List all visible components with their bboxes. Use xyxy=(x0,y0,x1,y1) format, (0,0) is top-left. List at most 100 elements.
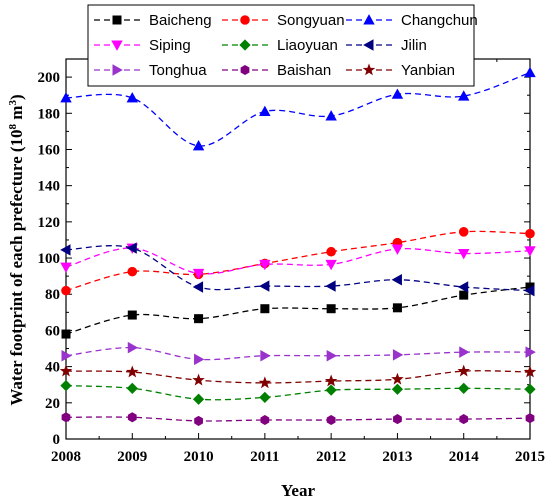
data-point xyxy=(392,303,402,313)
legend-marker xyxy=(240,15,250,25)
data-point xyxy=(60,244,71,256)
x-axis-title: Year xyxy=(281,481,315,500)
legend-label: Changchun xyxy=(401,12,478,29)
x-tick-label: 2010 xyxy=(184,449,214,465)
x-tick-label: 2009 xyxy=(117,449,147,465)
series-jilin xyxy=(60,242,535,297)
legend-label: Songyuan xyxy=(277,12,345,29)
data-point xyxy=(127,341,139,354)
legend-label: Tonghua xyxy=(149,62,207,79)
data-point xyxy=(126,242,137,254)
y-tick-label: 80 xyxy=(45,287,60,303)
y-tick-label: 0 xyxy=(53,432,61,448)
series-changchun xyxy=(60,66,536,151)
series-yanbian xyxy=(59,364,537,389)
legend-label: Siping xyxy=(149,37,191,54)
data-point xyxy=(458,382,470,394)
y-tick-label: 160 xyxy=(38,142,61,158)
data-point xyxy=(524,284,535,297)
series-line xyxy=(65,71,531,147)
y-tick-label: 120 xyxy=(38,215,61,231)
y-tick-label: 200 xyxy=(38,70,61,86)
series-liaoyuan xyxy=(60,379,536,405)
data-point xyxy=(326,246,336,257)
series-baicheng xyxy=(61,282,535,339)
data-point xyxy=(192,281,204,293)
legend-item: Yanbian xyxy=(346,62,455,79)
series-line xyxy=(65,286,531,335)
data-point xyxy=(459,414,469,425)
data-point xyxy=(259,280,270,292)
legend-item: Tonghua xyxy=(94,62,207,79)
data-point xyxy=(326,304,336,314)
legend-marker xyxy=(362,63,376,76)
data-point xyxy=(457,281,469,293)
data-point xyxy=(459,346,470,358)
series-line xyxy=(65,230,531,292)
data-point xyxy=(458,249,470,260)
data-point xyxy=(127,266,138,277)
legend-item: Liaoyuan xyxy=(222,37,338,54)
data-point xyxy=(127,412,137,423)
legend-item: Baicheng xyxy=(94,12,212,29)
data-point xyxy=(525,413,535,424)
legend-item: Baishan xyxy=(222,62,331,79)
y-axis-title: Water footprint of each prefecture (108 … xyxy=(7,94,26,405)
data-point xyxy=(194,314,204,324)
legend-item: Siping xyxy=(94,37,191,54)
data-point xyxy=(325,259,337,271)
legend-item: Jilin xyxy=(346,37,427,54)
data-point xyxy=(525,346,536,358)
data-point xyxy=(126,382,138,394)
data-point xyxy=(391,383,404,395)
data-point xyxy=(126,365,139,378)
data-point xyxy=(192,373,205,386)
data-point xyxy=(127,310,137,320)
series-tonghua xyxy=(61,341,536,366)
data-point xyxy=(459,290,469,300)
data-point xyxy=(61,285,71,296)
data-point xyxy=(392,349,404,361)
data-point xyxy=(60,262,72,273)
series-baishan xyxy=(61,412,535,426)
data-point xyxy=(458,227,469,237)
data-point xyxy=(326,414,336,426)
data-point xyxy=(524,383,536,395)
x-tick-label: 2013 xyxy=(382,449,412,465)
legend-label: Jilin xyxy=(401,37,427,54)
data-point xyxy=(260,304,270,314)
y-tick-label: 180 xyxy=(38,106,61,122)
data-point xyxy=(391,88,404,99)
legend-marker xyxy=(112,15,122,25)
series-line xyxy=(65,370,531,384)
data-point xyxy=(192,393,205,405)
x-tick-label: 2014 xyxy=(449,449,480,465)
series-line xyxy=(65,384,531,401)
legend-label: Baicheng xyxy=(149,12,212,29)
y-tick-label: 40 xyxy=(45,360,60,376)
x-tick-label: 2011 xyxy=(250,449,279,465)
data-point xyxy=(457,364,470,377)
x-tick-label: 2008 xyxy=(51,449,81,465)
data-point xyxy=(61,412,71,423)
data-point xyxy=(393,414,402,425)
data-point xyxy=(458,90,470,101)
data-point xyxy=(391,274,402,286)
legend: Baicheng Songyuan Changchun Siping Liaoyuan J… xyxy=(87,4,478,87)
x-tick-label: 2012 xyxy=(316,449,346,465)
data-point xyxy=(325,280,336,292)
data-point xyxy=(60,92,72,103)
data-point xyxy=(525,228,535,239)
y-tick-label: 60 xyxy=(45,323,60,339)
y-tick-label: 20 xyxy=(45,396,60,412)
data-point xyxy=(326,350,337,362)
legend-box xyxy=(87,4,475,87)
data-point xyxy=(260,414,270,426)
data-point xyxy=(192,268,205,280)
data-point xyxy=(325,384,337,396)
y-tick-label: 140 xyxy=(38,179,61,195)
data-point xyxy=(259,391,271,404)
data-point xyxy=(259,259,271,271)
series-line xyxy=(65,346,531,361)
